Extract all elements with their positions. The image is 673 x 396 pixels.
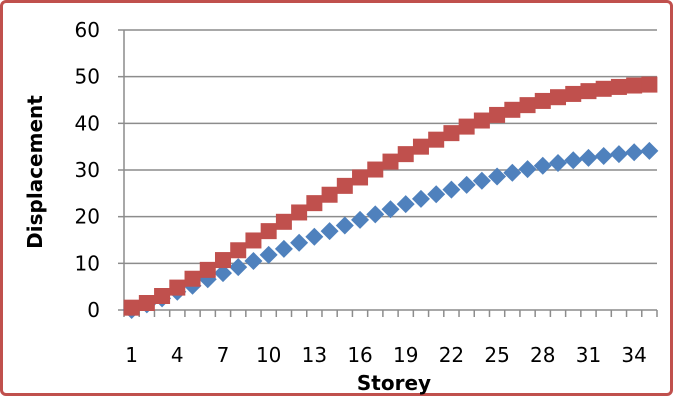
square-point xyxy=(428,131,445,148)
diamond-point xyxy=(549,154,568,172)
y-tick-labels: 0 10 20 30 40 50 60 xyxy=(75,18,100,322)
x-tick-label: 22 xyxy=(439,343,464,367)
square-point xyxy=(245,232,262,249)
square-point xyxy=(473,112,490,129)
x-tick-label: 34 xyxy=(621,343,646,367)
square-point xyxy=(214,252,231,269)
x-tick-label: 1 xyxy=(125,343,138,367)
square-point xyxy=(412,138,429,155)
square-point xyxy=(230,242,247,259)
diamond-point xyxy=(335,216,354,235)
x-tick-label: 31 xyxy=(576,343,601,367)
data-series xyxy=(122,76,659,319)
square-point xyxy=(626,77,643,94)
square-point xyxy=(519,97,536,114)
square-point xyxy=(565,85,582,102)
y-tick-label: 40 xyxy=(75,111,100,135)
diamond-point xyxy=(640,141,659,160)
square-point xyxy=(641,76,658,93)
square-point xyxy=(550,89,567,106)
square-point xyxy=(306,195,323,212)
x-tick-label: 7 xyxy=(217,343,230,367)
diamond-point xyxy=(472,171,491,190)
diamond-point xyxy=(259,245,278,264)
square-point xyxy=(504,101,521,118)
x-tick-label: 10 xyxy=(256,343,281,367)
diamond-point xyxy=(533,156,552,175)
x-tick-label: 28 xyxy=(530,343,555,367)
square-point xyxy=(489,106,506,123)
diamond-point xyxy=(457,175,476,194)
diamond-point xyxy=(564,151,583,170)
square-point xyxy=(610,78,627,95)
square-point xyxy=(138,295,155,311)
square-point xyxy=(443,125,460,142)
square-point xyxy=(336,177,353,194)
y-tick-label: 60 xyxy=(75,18,100,42)
square-point xyxy=(580,83,597,100)
diamond-point xyxy=(290,233,309,252)
series-square xyxy=(123,76,658,316)
diamond-point xyxy=(503,163,522,182)
square-point xyxy=(382,153,399,170)
square-point xyxy=(260,223,277,240)
square-point xyxy=(169,279,186,296)
diamond-point xyxy=(427,185,446,204)
diamond-point xyxy=(305,227,324,246)
y-axis-title: Displacement xyxy=(23,95,47,249)
diamond-point xyxy=(625,143,644,162)
diamond-point xyxy=(366,205,385,224)
square-point xyxy=(199,261,216,278)
diamond-point xyxy=(244,252,263,270)
diamond-point xyxy=(396,195,415,214)
y-tick-label: 20 xyxy=(75,205,100,229)
diamond-point xyxy=(381,200,400,219)
y-tick-label: 50 xyxy=(75,65,100,89)
square-point xyxy=(397,146,414,163)
y-tick-label: 30 xyxy=(75,158,100,182)
x-tick-label: 16 xyxy=(347,343,372,367)
square-point xyxy=(458,118,475,135)
square-point xyxy=(352,169,369,186)
diamond-point xyxy=(488,167,507,186)
square-point xyxy=(595,80,612,97)
square-point xyxy=(534,92,551,109)
x-tick-label: 19 xyxy=(393,343,418,367)
square-point xyxy=(367,161,384,178)
x-tick-label: 13 xyxy=(302,343,327,367)
square-point xyxy=(123,299,140,316)
axes xyxy=(118,29,658,317)
diamond-point xyxy=(518,160,537,179)
diamond-point xyxy=(579,148,598,167)
diamond-point xyxy=(609,145,628,164)
x-axis-title: Storey xyxy=(357,371,431,395)
diamond-point xyxy=(594,147,613,165)
diamond-point xyxy=(351,210,370,229)
diamond-point xyxy=(213,264,232,283)
y-tick-label: 0 xyxy=(87,298,100,322)
square-point xyxy=(184,270,201,287)
square-point xyxy=(291,204,308,221)
diamond-point xyxy=(442,180,461,199)
x-tick-label: 4 xyxy=(171,343,184,367)
square-point xyxy=(154,288,171,304)
square-point xyxy=(275,213,292,230)
grid-lines xyxy=(124,29,657,265)
y-tick-label: 10 xyxy=(75,251,100,275)
diamond-point xyxy=(274,239,293,258)
diamond-point xyxy=(229,258,248,277)
square-point xyxy=(321,186,338,203)
diamond-point xyxy=(411,189,430,208)
x-tick-label: 25 xyxy=(484,343,509,367)
x-tick-labels: 1 4 7 10 13 16 19 22 25 28 31 34 xyxy=(125,343,647,367)
diamond-point xyxy=(320,222,339,241)
